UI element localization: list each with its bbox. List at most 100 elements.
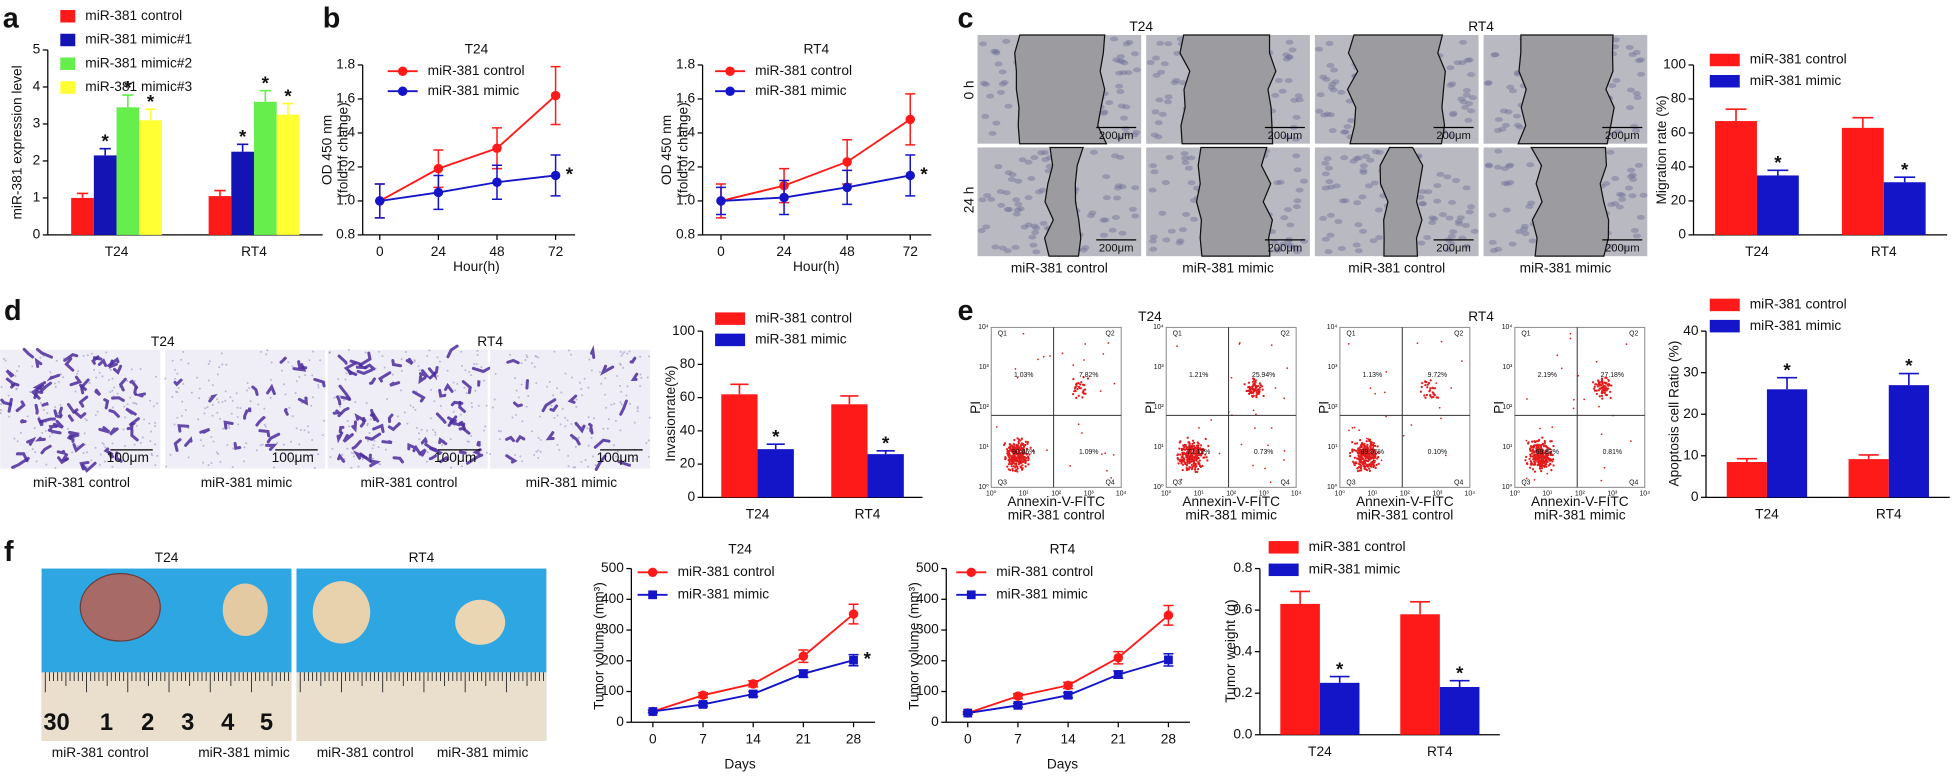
pore	[328, 351, 331, 354]
pore	[197, 418, 200, 421]
cell	[1292, 204, 1301, 210]
pore	[181, 400, 184, 403]
pore	[525, 405, 528, 408]
cell	[1000, 79, 1009, 85]
event	[1011, 445, 1015, 448]
pore	[534, 354, 537, 357]
pore	[626, 385, 629, 388]
pore	[484, 425, 487, 428]
cell	[1160, 61, 1169, 67]
quadrant-percent: 1.21%	[1189, 372, 1208, 379]
pore	[344, 378, 347, 381]
cell	[1158, 210, 1167, 216]
cell	[1167, 228, 1176, 234]
y-axis-label: miR-381 expression level	[9, 65, 24, 219]
marker	[905, 114, 915, 125]
cell	[1187, 155, 1196, 161]
cell	[1024, 195, 1033, 201]
event	[1187, 441, 1191, 444]
event	[1539, 427, 1541, 430]
event	[1176, 458, 1180, 461]
cell	[1161, 180, 1170, 186]
cell	[1340, 155, 1349, 161]
pore	[154, 464, 157, 467]
pore	[109, 369, 112, 372]
event	[1551, 460, 1554, 463]
event	[1534, 450, 1537, 453]
pore	[33, 427, 36, 430]
event	[1440, 340, 1443, 343]
quadrant-percent: 72.12%	[1187, 449, 1210, 456]
y-axis-label: OD 450 nm	[659, 115, 674, 185]
pore	[640, 376, 643, 379]
event	[1015, 457, 1018, 461]
event	[1264, 467, 1266, 470]
cell	[1283, 134, 1292, 140]
event	[1354, 461, 1357, 464]
significance: *	[920, 163, 928, 184]
cell	[1490, 52, 1499, 58]
pore	[564, 416, 567, 419]
marker	[1063, 690, 1073, 700]
event	[1436, 396, 1440, 399]
stained-cell	[338, 384, 351, 400]
y-tick-label: 1.4	[336, 125, 355, 140]
pore	[620, 390, 623, 393]
marker	[433, 187, 444, 198]
pore	[246, 382, 249, 385]
pore	[466, 440, 469, 443]
pore	[468, 370, 471, 373]
cell	[1445, 215, 1454, 221]
pore	[434, 431, 437, 434]
cell	[1030, 223, 1039, 229]
event	[1240, 443, 1243, 446]
stained-cell	[629, 356, 637, 364]
cell	[1293, 198, 1302, 204]
pore	[176, 416, 179, 419]
cell	[1039, 220, 1048, 226]
axis-tick-label: 10³	[1154, 364, 1165, 371]
event	[1180, 478, 1183, 481]
pore	[230, 412, 233, 415]
event	[1560, 367, 1563, 370]
pore	[102, 443, 105, 446]
cell	[1443, 174, 1452, 180]
stained-cell	[588, 422, 593, 428]
group-label: T24	[1129, 19, 1153, 34]
event	[1247, 386, 1250, 389]
pore	[76, 444, 79, 447]
cell	[1366, 157, 1375, 163]
pore	[350, 451, 353, 454]
axis-tick-label: 10²	[1327, 404, 1338, 411]
legend-marker	[966, 590, 976, 600]
ruler-label: 5	[260, 710, 273, 736]
pore	[307, 425, 310, 428]
event	[1252, 377, 1255, 380]
event	[1348, 454, 1352, 458]
stained-cell	[458, 426, 471, 435]
cell	[1117, 103, 1126, 109]
event	[1533, 470, 1537, 473]
pore	[587, 386, 590, 389]
cell	[1148, 187, 1157, 193]
pore	[416, 426, 419, 429]
stained-cell	[428, 454, 437, 461]
cell	[1120, 115, 1129, 121]
cell	[977, 228, 986, 234]
pore	[236, 416, 239, 419]
event	[1182, 460, 1186, 463]
cell	[1627, 167, 1636, 173]
pore	[343, 399, 346, 402]
cell	[1164, 94, 1173, 100]
pore	[198, 397, 201, 400]
cell	[1315, 46, 1324, 52]
event	[1544, 449, 1548, 452]
tumor	[222, 583, 268, 637]
cell	[1149, 246, 1158, 252]
y-tick-label: 0.8	[1233, 560, 1252, 575]
event	[1112, 454, 1115, 456]
error-bar	[259, 89, 271, 102]
pore	[154, 375, 157, 378]
cell	[1340, 129, 1349, 135]
image-caption: miR-381 control	[1011, 260, 1108, 275]
